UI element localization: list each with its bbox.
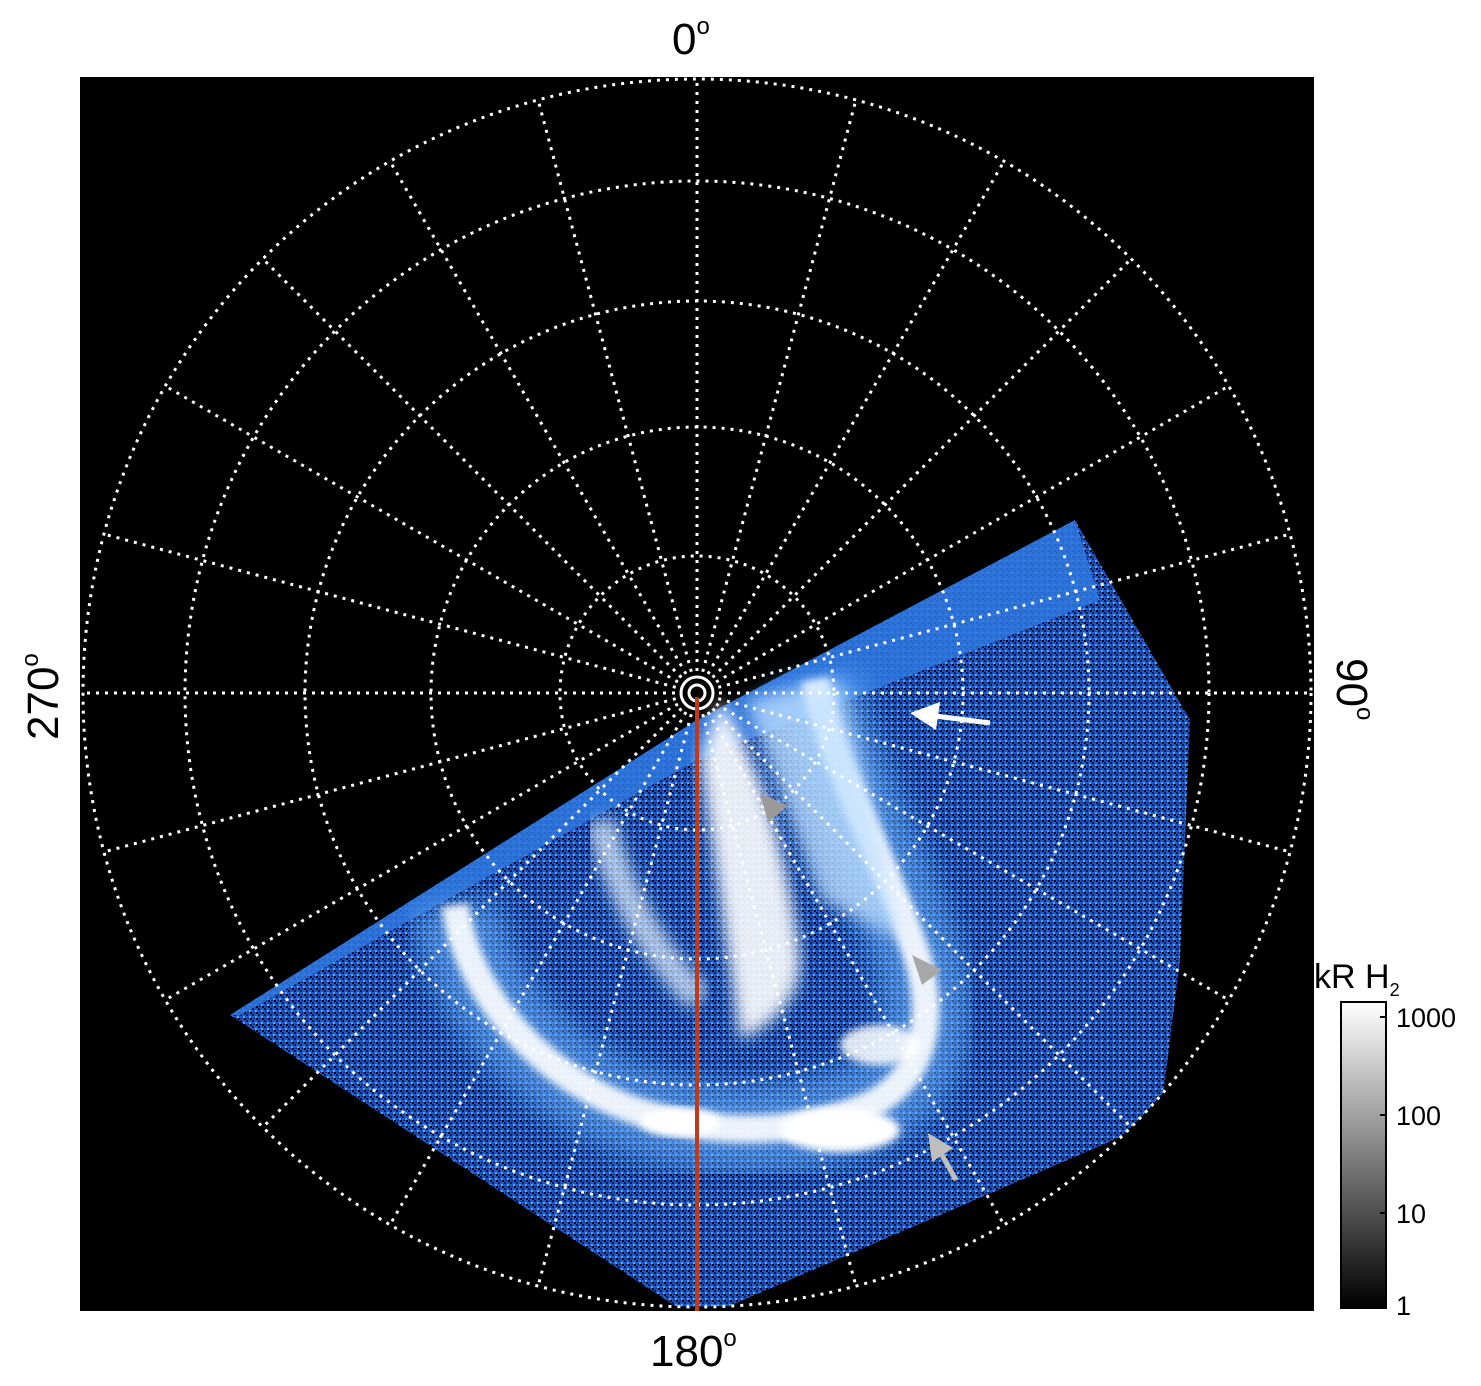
colorbar-tick-label: 100 (1396, 1101, 1442, 1131)
colorbar-tick-label: 1 (1396, 1291, 1412, 1321)
degree-symbol: o (723, 1325, 737, 1353)
colorbar-gradient (1340, 1001, 1387, 1309)
colorbar-tick-label: 10 (1396, 1199, 1427, 1229)
label-270-degrees: 270o (17, 653, 68, 740)
degree-symbol: o (17, 653, 45, 667)
colorbar-tick-label: 1000 (1396, 1003, 1457, 1033)
degree-symbol: o (1350, 706, 1378, 721)
white-arrow (910, 702, 991, 730)
label-90-degrees: 90o (1327, 658, 1378, 721)
gray-arrow-middle (912, 955, 942, 985)
colorbar-title: kR H2 (1314, 958, 1400, 1000)
label-180-degrees: 180o (650, 1325, 737, 1376)
gray-arrow-upper (760, 793, 788, 822)
degree-symbol: o (696, 13, 710, 41)
label-0-degrees: 0o (672, 13, 710, 64)
colorbar (1340, 1001, 1387, 1309)
gray-arrow-lower (928, 1133, 959, 1182)
